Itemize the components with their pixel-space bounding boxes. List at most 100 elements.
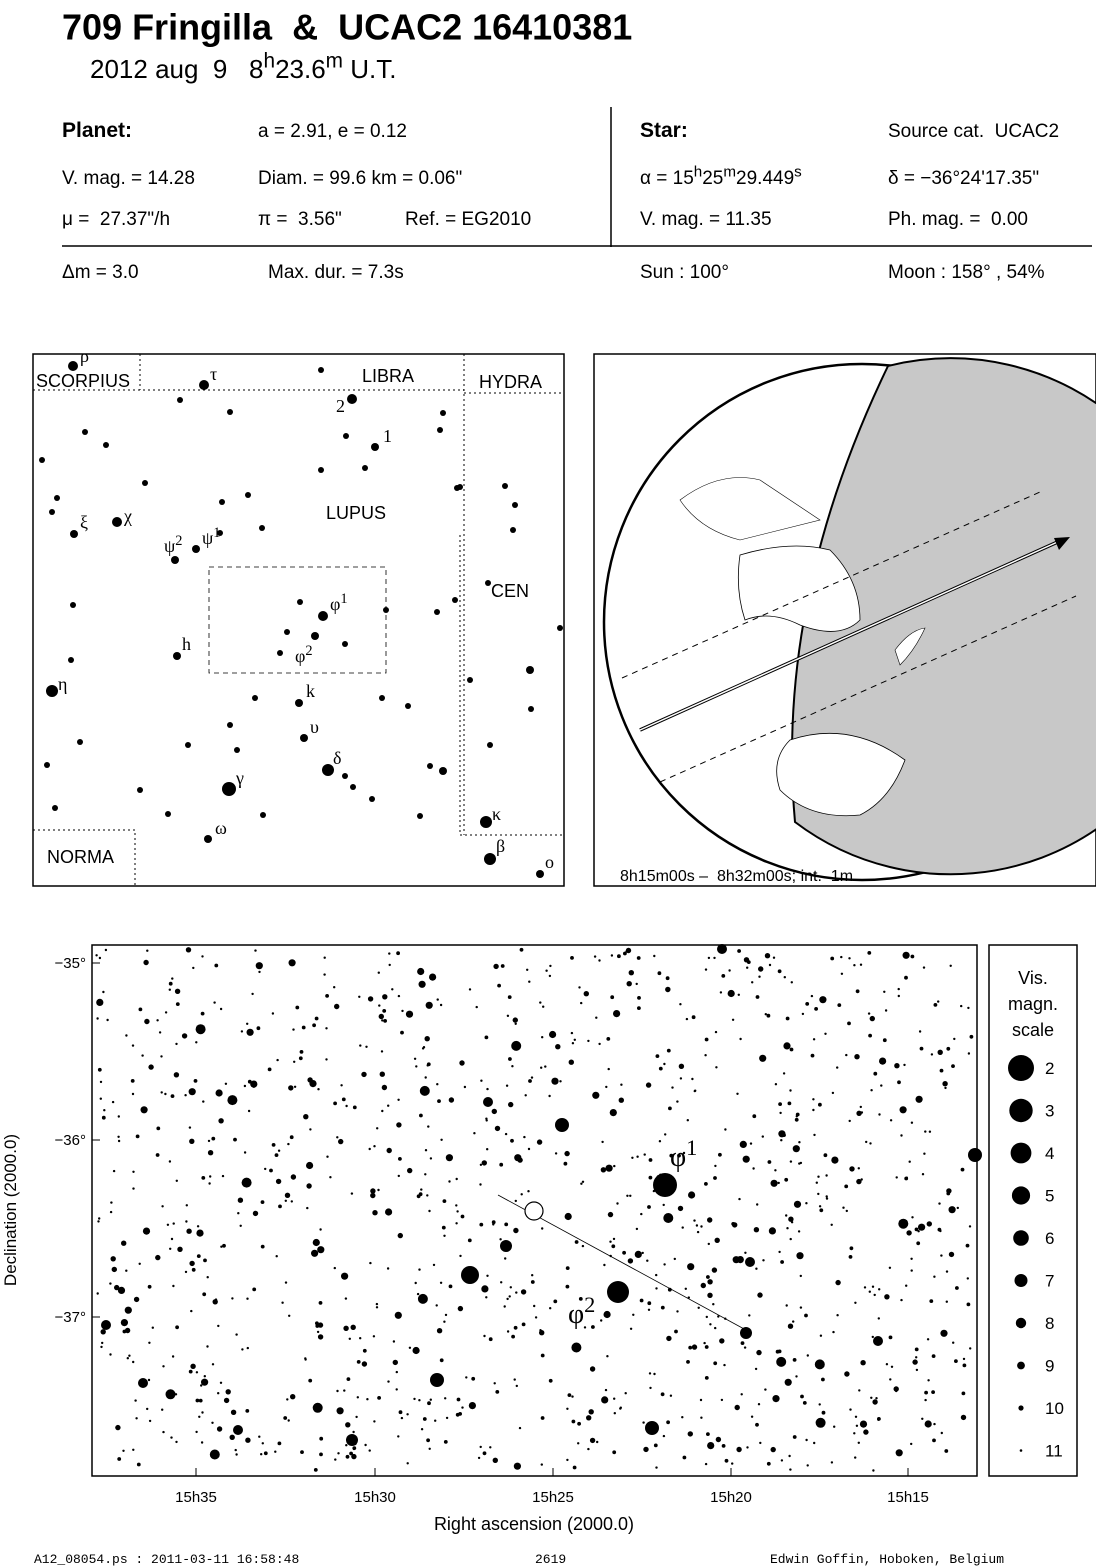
field-star: [524, 1094, 527, 1097]
field-star: [334, 1003, 340, 1010]
field-star: [359, 1044, 362, 1047]
map-star: [204, 835, 212, 843]
field-star: [195, 1041, 198, 1044]
info-cell: α = 15h25m29.449s: [640, 163, 802, 189]
field-star: [429, 973, 437, 981]
field-star: [528, 980, 531, 983]
field-star: [471, 1376, 476, 1381]
field-star: [940, 1431, 943, 1435]
field-star: [380, 1050, 384, 1053]
map-star: [484, 853, 496, 865]
field-star: [284, 1199, 287, 1203]
label: Star:: [640, 119, 688, 142]
field-star: [325, 1027, 328, 1030]
field-star: [418, 980, 426, 988]
text-part: 1: [340, 591, 347, 607]
field-star: [940, 1329, 948, 1337]
field-star: [429, 1398, 432, 1401]
field-star: [595, 1016, 598, 1019]
field-star: [203, 1258, 207, 1263]
field-star: [607, 1067, 610, 1071]
field-star: [114, 1284, 120, 1291]
field-star: [101, 1115, 106, 1120]
field-star: [397, 994, 401, 998]
field-star: [365, 1045, 368, 1049]
field-star: [700, 1416, 703, 1419]
field-star: [155, 1153, 160, 1157]
field-star: [233, 1137, 237, 1142]
field-star: [460, 1214, 465, 1219]
field-star: [572, 1465, 577, 1470]
field-star: [251, 992, 254, 996]
label: Declination (2000.0): [1, 1134, 20, 1286]
field-star: [168, 981, 173, 986]
field-star: [426, 1194, 429, 1197]
field-star: [387, 1380, 390, 1383]
field-star: [718, 1152, 722, 1157]
field-star: [413, 1397, 416, 1401]
field-star: [610, 995, 615, 1000]
label: 3: [1045, 1102, 1054, 1121]
field-star: [570, 956, 574, 960]
field-star: [626, 981, 632, 987]
field-star: [719, 991, 723, 994]
field-star: [648, 1372, 652, 1375]
field-star: [412, 1346, 420, 1355]
field-star: [189, 1138, 195, 1145]
field-star: [264, 1167, 267, 1171]
field-star: [821, 1377, 825, 1382]
field-star: [175, 1440, 178, 1444]
field-star: [306, 1206, 309, 1210]
field-star: [774, 1083, 778, 1086]
field-star: [401, 1009, 404, 1013]
field-star: [926, 1338, 930, 1341]
map-star: [454, 485, 460, 491]
field-star: [713, 1176, 717, 1180]
field-star: [717, 1315, 720, 1318]
field-star: [361, 1071, 367, 1078]
field-star: [132, 1170, 135, 1174]
field-star: [193, 1079, 198, 1083]
map-star: [417, 813, 423, 819]
field-star: [299, 1050, 304, 1054]
field-star: [340, 1410, 344, 1414]
field-star: [952, 1341, 955, 1344]
field-star: [812, 1038, 816, 1041]
field-star: [135, 1134, 140, 1139]
field-star: [382, 994, 388, 1000]
constellation-map: [32, 353, 565, 887]
field-star: [564, 1212, 572, 1221]
field-star: [209, 1175, 212, 1178]
field-star: [921, 1417, 924, 1421]
label: scale: [1012, 1020, 1054, 1040]
field-star: [378, 1004, 381, 1007]
label: 10: [1045, 1399, 1064, 1418]
field-star: [120, 1319, 128, 1327]
field-star: [512, 1017, 518, 1023]
label: HYDRA: [479, 372, 542, 392]
map-star: [234, 747, 240, 753]
label: Source cat. UCAC2: [888, 121, 1059, 142]
field-star: [875, 1397, 878, 1400]
field-star: [195, 1024, 206, 1035]
field-star: [830, 956, 835, 961]
label: Right ascension (2000.0): [434, 1514, 634, 1534]
field-star: [151, 1326, 154, 1329]
map-star: [217, 530, 223, 536]
field-star: [161, 1408, 164, 1411]
text-part: h: [694, 163, 702, 180]
field-star: [588, 1409, 594, 1415]
field-star: [97, 1067, 102, 1072]
scale-dot: [1011, 1186, 1031, 1205]
field-star: [169, 1247, 172, 1251]
field-star: [740, 1341, 745, 1345]
field-star: [209, 1449, 220, 1460]
field-star: [465, 1376, 468, 1379]
field-star: [284, 1192, 291, 1199]
field-star: [479, 1163, 483, 1167]
field-star: [445, 1416, 449, 1420]
bright-star: [555, 1118, 569, 1132]
field-star: [817, 1175, 820, 1178]
field-star: [381, 1109, 384, 1113]
field-star: [825, 1195, 828, 1198]
